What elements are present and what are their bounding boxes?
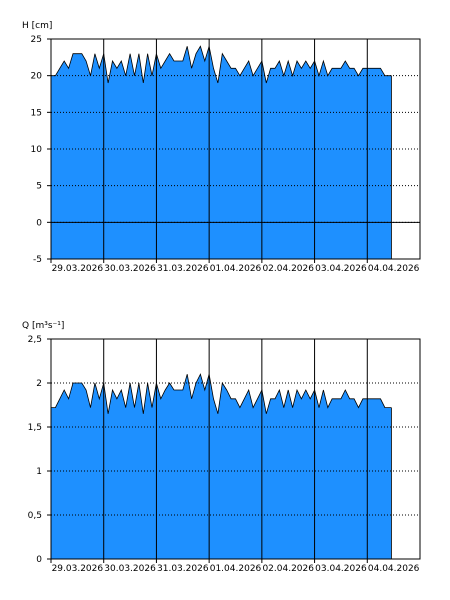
discharge-y-tick-label: 1,5 (28, 423, 42, 433)
discharge-chart-svg: Q [m³s⁻¹] 0 0,5 1 1,5 2 2,5 29.03.2026 30.03.20… (22, 321, 421, 574)
water-level-series-line (51, 45, 392, 84)
water-level-x-tick-label: 02.04.2026 (262, 264, 314, 274)
water-level-chart-svg: H [cm] -5 0 5 10 15 20 25 29.03.2026 30.03.2026 3… (22, 21, 421, 274)
discharge-plot-area: 0 0,5 1 1,5 2 2,5 29.03.2026 30.03.2026 31.03.20… (28, 335, 421, 574)
discharge-x-tick-label: 02.04.2026 (262, 564, 314, 574)
water-level-area-fill (51, 46, 392, 259)
discharge-x-tick-label: 01.04.2026 (210, 564, 262, 574)
discharge-y-tick-label: 0 (36, 555, 42, 565)
water-level-plot-frame (50, 38, 421, 260)
water-level-chart: H [cm] -5 0 5 10 15 20 25 29.03.2026 30.03.2026 3… (22, 21, 421, 274)
discharge-x-tick-label: 30.03.2026 (104, 564, 156, 574)
discharge-y-tick-label: 1 (36, 467, 42, 477)
discharge-x-tick-label: 03.04.2026 (315, 564, 367, 574)
water-level-y-tick-label: 20 (31, 72, 43, 82)
discharge-x-tick-label: 29.03.2026 (52, 564, 104, 574)
discharge-y-axis-label: Q [m³s⁻¹] (22, 321, 64, 331)
water-level-x-tick-label: 30.03.2026 (104, 264, 156, 274)
water-level-y-tick-label: 25 (31, 35, 42, 45)
water-level-x-tick-label: 04.04.2026 (368, 264, 420, 274)
discharge-x-tick-label: 31.03.2026 (157, 564, 209, 574)
water-level-y-tick-label: 0 (36, 218, 42, 228)
water-level-y-tick-label: 15 (31, 108, 42, 118)
water-level-y-axis-label: H [cm] (22, 21, 52, 31)
water-level-x-tick-label: 03.04.2026 (315, 264, 367, 274)
discharge-chart: Q [m³s⁻¹] 0 0,5 1 1,5 2 2,5 29.03.2026 30.03.20… (0, 300, 450, 600)
discharge-y-tick-label: 2 (36, 379, 42, 389)
discharge-y-tick-label: 2,5 (28, 335, 42, 345)
discharge-y-tick-label: 0,5 (28, 511, 42, 521)
water-level-y-tick-label: -5 (33, 255, 42, 265)
water-level-y-tick-label: 5 (36, 182, 42, 192)
water-level-x-tick-label: 31.03.2026 (157, 264, 209, 274)
discharge-area-fill (51, 374, 392, 559)
water-level-y-tick-label: 10 (31, 145, 43, 155)
water-level-x-tick-label: 29.03.2026 (52, 264, 104, 274)
water-level-x-tick-label: 01.04.2026 (210, 264, 262, 274)
water-level-plot-area: -5 0 5 10 15 20 25 29.03.2026 30.03.2026 31.03.20… (31, 35, 421, 274)
discharge-plot-frame (50, 338, 421, 560)
discharge-x-tick-label: 04.04.2026 (368, 564, 420, 574)
